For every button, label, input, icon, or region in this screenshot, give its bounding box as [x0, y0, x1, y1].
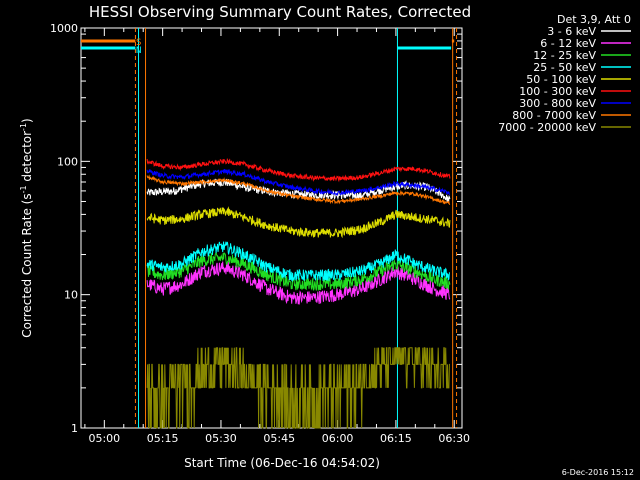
y-axis-label-sup2: -1: [19, 123, 28, 131]
footer-date: 6-Dec-2016 15:12: [562, 468, 634, 477]
y-tick-label: 1: [71, 422, 78, 435]
series-line-2: [146, 250, 451, 291]
legend-label: 3 - 6 keV: [547, 25, 596, 38]
y-axis-label: Corrected Count Rate (s-1 detector-1): [19, 118, 34, 337]
series-line-0: [146, 178, 451, 204]
legend-label: 50 - 100 keV: [526, 73, 596, 86]
x-tick-label: 05:00: [88, 432, 120, 445]
x-tick-label: 05:45: [263, 432, 295, 445]
markers: [81, 28, 458, 428]
series-group: [146, 157, 451, 429]
y-axis-label-sup1: -1: [19, 185, 28, 193]
y-tick-label: 10: [64, 289, 78, 302]
y-axis-label-main: Corrected Count Rate (s: [20, 193, 34, 337]
x-axis-label: Start Time (06-Dec-16 04:54:02): [184, 456, 380, 470]
legend-header: Det 3,9, Att 0: [557, 13, 631, 26]
y-axis-label-mid: detector: [20, 131, 34, 186]
legend-label: 7000 - 20000 keV: [498, 121, 596, 134]
y-axis-label-end: ): [20, 118, 34, 123]
series-line-7: [146, 174, 451, 205]
chart-title: HESSI Observing Summary Count Rates, Cor…: [89, 3, 471, 21]
flag-n-label: N: [136, 46, 141, 56]
axes: 05:00 05:15 05:30 05:45 06:00 06:15 06:30 1 10 10…: [50, 22, 470, 445]
legend-label: 300 - 800 keV: [519, 97, 596, 110]
legend-label: 6 - 12 keV: [540, 37, 596, 50]
y-tick-label: 100: [57, 155, 78, 168]
series-line-6: [146, 168, 451, 197]
series-line-5: [146, 157, 451, 183]
legend-label: 12 - 25 keV: [533, 49, 596, 62]
y-tick-label: 1000: [50, 22, 78, 35]
x-tick-label: 05:30: [205, 432, 237, 445]
x-tick-label: 06:00: [322, 432, 354, 445]
x-tick-label: 06:30: [438, 432, 470, 445]
legend-label: 100 - 300 keV: [519, 85, 596, 98]
x-tick-label: 05:15: [147, 432, 179, 445]
series-line-3: [146, 241, 450, 283]
series-line-4: [146, 206, 451, 239]
x-tick-label: 06:15: [380, 432, 412, 445]
legend-label: 25 - 50 keV: [533, 61, 596, 74]
series-line-8: [146, 347, 450, 429]
flag-s-label: S: [136, 38, 141, 48]
series-line-1: [146, 261, 451, 305]
legend-label: 800 - 7000 keV: [512, 109, 596, 122]
